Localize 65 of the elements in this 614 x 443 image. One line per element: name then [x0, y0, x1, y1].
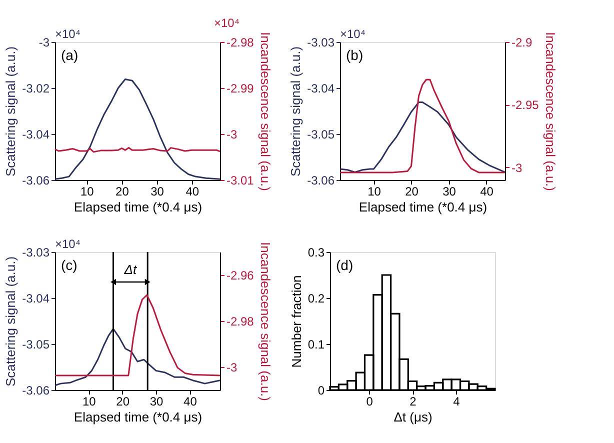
y-tick-label: -3 — [38, 36, 50, 50]
y2-tick-label: -2.99 — [226, 82, 254, 96]
x-axis-title: Δt (μs) — [394, 410, 432, 424]
text: ×10⁴ — [55, 237, 81, 251]
y-tick-label: -3.03 — [307, 36, 335, 50]
x-tick-label: 10 — [80, 184, 94, 198]
x-tick-label: 4 — [453, 394, 460, 408]
y2-tick-label: -2.96 — [226, 268, 254, 282]
y-tick-label: -3.04 — [22, 292, 50, 306]
line-series — [54, 294, 221, 376]
x-axis-title: Elapsed time (*0.4 μs) — [74, 200, 202, 214]
y-axis-title: Scattering signal (a.u.) — [288, 46, 304, 177]
y2-tick-label: -2.9 — [512, 36, 533, 50]
x-tick-label: 0 — [366, 394, 374, 408]
y-tick-label: -3.05 — [22, 338, 50, 352]
x-tick-label: 20 — [405, 184, 419, 198]
y-axis-title: Scattering signal (a.u.) — [3, 46, 18, 177]
x-tick-label: 30 — [442, 184, 456, 198]
x-tick-label: 30 — [150, 184, 164, 198]
line-series — [54, 328, 221, 386]
y-tick-label: -3.05 — [307, 128, 335, 142]
y2-tick-label: -2.98 — [226, 36, 254, 50]
text: ×10⁴ — [214, 16, 240, 30]
y2-tick-label: -3.01 — [226, 174, 254, 188]
y-axis-title: Scattering signal (a.u.) — [3, 256, 18, 387]
text: ×10⁴ — [55, 27, 81, 41]
line-series — [339, 78, 506, 174]
annotation: (b) — [346, 47, 364, 63]
y-tick-label: 0 — [318, 384, 325, 398]
y2-axis-title: Incandescence signal (a.u.) — [258, 32, 273, 191]
y-tick-label: 0.1 — [308, 338, 325, 352]
y2-axis-title: Incandescence signal (a.u.) — [542, 32, 558, 191]
y-tick-label: -3.02 — [22, 82, 50, 96]
x-axis-title: Elapsed time (*0.4 μs) — [358, 200, 488, 214]
y2-tick-label: -2.95 — [512, 98, 540, 112]
y2-tick-label: -3 — [512, 160, 522, 175]
annotation: Δt — [123, 262, 138, 277]
y2-tick-label: -3 — [226, 128, 238, 142]
x-tick-label: 40 — [480, 184, 494, 198]
y-tick-label: -3.04 — [307, 82, 335, 96]
y-tick-label: 0.3 — [308, 246, 325, 260]
y-tick-label: -3.06 — [22, 384, 50, 398]
y-tick-label: -3.06 — [22, 174, 50, 188]
y2-axis-title: Incandescence signal (a.u.) — [258, 242, 273, 401]
y-tick-label: -3.03 — [22, 246, 50, 260]
x-tick-label: 10 — [368, 184, 382, 198]
y-tick-label: -3.06 — [307, 174, 335, 188]
annotation: (d) — [336, 257, 354, 273]
y-tick-label: 0.2 — [308, 292, 325, 306]
y2-tick-label: -2.98 — [226, 314, 254, 328]
x-tick-label: 30 — [150, 394, 164, 408]
x-tick-label: 2 — [410, 394, 417, 408]
line-series — [339, 102, 506, 173]
y-tick-label: -3.04 — [22, 128, 50, 142]
x-axis-title: Elapsed time (*0.4 μs) — [74, 410, 202, 424]
x-tick-label: 40 — [186, 184, 200, 198]
x-tick-label: 40 — [184, 394, 198, 408]
x-tick-label: 20 — [116, 184, 130, 198]
y2-tick-label: -3 — [226, 360, 238, 374]
y-axis-title: Number fraction — [288, 275, 304, 368]
annotation: (a) — [61, 47, 78, 63]
x-tick-label: 10 — [82, 394, 96, 408]
x-tick-label: 20 — [116, 394, 130, 408]
text: ×10⁴ — [340, 27, 366, 41]
annotation: (c) — [61, 257, 78, 273]
